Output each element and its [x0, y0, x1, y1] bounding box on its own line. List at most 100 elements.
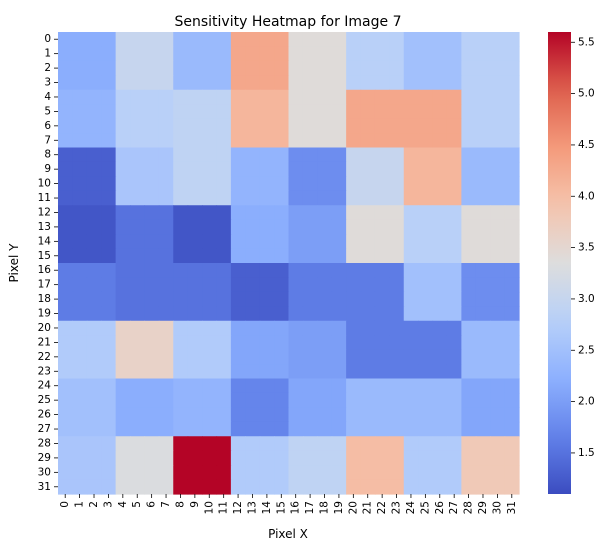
heatmap-cell [461, 291, 477, 307]
heatmap-cell [173, 75, 189, 91]
y-tick-label: 12 [38, 206, 51, 218]
heatmap-cell [490, 479, 506, 495]
heatmap-cell [144, 32, 160, 48]
heatmap-cell [302, 147, 318, 163]
heatmap-cell [72, 277, 88, 293]
heatmap-cell [475, 291, 491, 307]
heatmap-cell [72, 364, 88, 380]
heatmap-cell [158, 306, 174, 322]
heatmap-cell [461, 104, 477, 120]
heatmap-cell [274, 219, 290, 235]
heatmap-cell [432, 378, 448, 394]
heatmap-cell [158, 118, 174, 134]
heatmap-cell [504, 263, 520, 279]
heatmap-cell [346, 335, 362, 351]
heatmap-cell [475, 306, 491, 322]
heatmap-cell [288, 89, 304, 105]
heatmap-cell [173, 190, 189, 206]
heatmap-cell [374, 75, 390, 91]
heatmap-cell [101, 32, 117, 48]
heatmap-cell [144, 436, 160, 452]
heatmap-cell [115, 46, 131, 62]
x-tick-label: 24 [405, 501, 417, 515]
heatmap-cell [346, 450, 362, 466]
heatmap-cell [274, 234, 290, 250]
heatmap-cell [403, 32, 419, 48]
heatmap-cell [245, 436, 261, 452]
heatmap-cell [331, 479, 347, 495]
heatmap-cell [432, 205, 448, 221]
heatmap-cell [374, 205, 390, 221]
heatmap-cell [202, 392, 218, 408]
heatmap-cell [173, 378, 189, 394]
x-tick-label: 26 [434, 501, 446, 515]
heatmap-cell [130, 421, 146, 437]
heatmap-cell [144, 75, 160, 91]
heatmap-cell [461, 263, 477, 279]
heatmap-cell [374, 450, 390, 466]
heatmap-cell [504, 378, 520, 394]
heatmap-cell [403, 118, 419, 134]
heatmap-cell [216, 407, 232, 423]
heatmap-cell [259, 161, 275, 177]
heatmap-cell [216, 205, 232, 221]
heatmap-cell [187, 46, 203, 62]
heatmap-cell [187, 75, 203, 91]
heatmap-cell [490, 436, 506, 452]
heatmap-cell [202, 291, 218, 307]
heatmap-cell [346, 118, 362, 134]
heatmap-cell [216, 118, 232, 134]
heatmap-cell [216, 147, 232, 163]
heatmap-cell [259, 234, 275, 250]
heatmap-cell [374, 479, 390, 495]
heatmap-cell [259, 479, 275, 495]
heatmap-cell [418, 234, 434, 250]
heatmap-cell [72, 392, 88, 408]
heatmap-cell [389, 364, 405, 380]
heatmap-cell [504, 421, 520, 437]
heatmap-cell [346, 75, 362, 91]
heatmap-cell [302, 32, 318, 48]
heatmap-cell [418, 465, 434, 481]
heatmap-cell [403, 364, 419, 380]
heatmap-cell [144, 176, 160, 192]
heatmap-cell [187, 32, 203, 48]
heatmap-cell [245, 118, 261, 134]
heatmap-cell [101, 118, 117, 134]
heatmap-cell [187, 392, 203, 408]
heatmap-cell [446, 364, 462, 380]
heatmap-cell [173, 407, 189, 423]
heatmap-cell [202, 320, 218, 336]
heatmap-cell [374, 234, 390, 250]
heatmap-cell [101, 147, 117, 163]
heatmap-cell [101, 234, 117, 250]
heatmap-cell [490, 392, 506, 408]
heatmap-cell [418, 89, 434, 105]
heatmap-cell [302, 320, 318, 336]
x-tick-label: 5 [131, 501, 143, 508]
heatmap-cell [418, 118, 434, 134]
heatmap-cell [504, 465, 520, 481]
heatmap-cell [101, 421, 117, 437]
heatmap-cell [230, 219, 246, 235]
heatmap-cell [202, 234, 218, 250]
heatmap-cell [245, 479, 261, 495]
heatmap-cell [130, 60, 146, 76]
heatmap-cell [58, 378, 74, 394]
heatmap-cell [101, 320, 117, 336]
heatmap-cell [187, 465, 203, 481]
heatmap-cell [144, 421, 160, 437]
heatmap-cell [130, 407, 146, 423]
heatmap-cell [230, 133, 246, 149]
heatmap-cell [130, 219, 146, 235]
heatmap-cell [274, 89, 290, 105]
heatmap-cell [490, 364, 506, 380]
heatmap-cell [346, 60, 362, 76]
heatmap-cell [490, 378, 506, 394]
heatmap-cell [418, 46, 434, 62]
heatmap-cell [317, 364, 333, 380]
heatmap-cell [490, 407, 506, 423]
heatmap-cell [418, 291, 434, 307]
heatmap-cell [130, 465, 146, 481]
heatmap-cell [461, 479, 477, 495]
